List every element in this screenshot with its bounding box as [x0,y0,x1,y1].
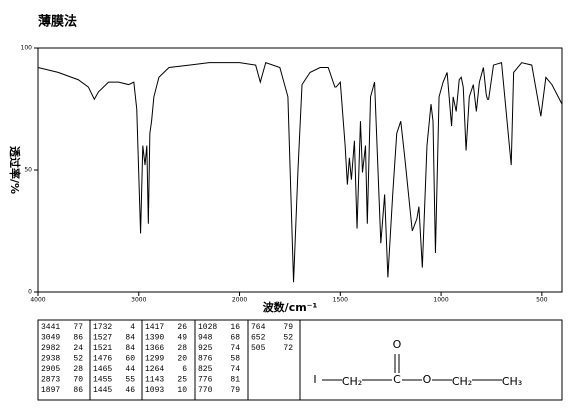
peak-wavenumber: 1732 [93,323,112,332]
y-tick-label: 0 [28,289,32,296]
x-tick-label: 4000 [30,297,45,304]
peak-wavenumber: 2905 [41,365,60,374]
x-axis-label: 波数/cm⁻¹ [263,300,318,314]
peak-transmittance: 28 [177,344,187,353]
structure-atom: CH₃ [502,375,522,388]
peak-transmittance: 49 [177,334,187,343]
table-dividers [89,320,301,400]
peak-transmittance: 10 [177,386,187,395]
peak-wavenumber: 1527 [93,334,112,343]
peak-transmittance: 20 [177,355,187,364]
peak-transmittance: 72 [283,344,293,353]
x-tick-label: 2000 [232,297,247,304]
peak-wavenumber: 825 [198,365,213,374]
peak-wavenumber: 1465 [93,365,112,374]
structure-atom: C [393,373,401,386]
peak-wavenumber: 2982 [41,344,60,353]
peak-transmittance: 46 [125,386,135,395]
x-tick-label: 1000 [433,297,448,304]
peak-wavenumber: 2938 [41,355,60,364]
peak-transmittance: 25 [177,376,187,385]
peak-wavenumber: 652 [251,334,266,343]
peak-wavenumber: 1476 [93,355,112,364]
chart-title: 薄膜法 [38,14,77,30]
peak-wavenumber: 1366 [145,344,164,353]
peak-transmittance: 84 [125,344,135,353]
peak-wavenumber: 3441 [41,323,60,332]
peak-wavenumber: 1897 [41,386,60,395]
peak-transmittance: 86 [73,334,83,343]
peak-wavenumber: 770 [198,386,213,395]
peak-transmittance: 6 [182,365,187,374]
peak-transmittance: 55 [125,376,135,385]
bonds [322,354,502,381]
peak-wavenumber: 1093 [145,386,164,395]
peak-transmittance: 74 [230,344,240,353]
peak-wavenumber: 1264 [145,365,164,374]
peak-wavenumber: 1390 [145,334,164,343]
peak-transmittance: 52 [283,334,293,343]
peak-wavenumber: 1143 [145,376,164,385]
peak-transmittance: 84 [125,334,135,343]
peak-transmittance: 52 [73,355,83,364]
peak-transmittance: 79 [230,386,240,395]
y-tick-label: 50 [24,167,32,174]
peak-transmittance: 4 [130,323,135,332]
peak-wavenumber: 948 [198,334,213,343]
peak-transmittance: 70 [73,376,83,385]
peak-wavenumber: 1521 [93,344,112,353]
peak-wavenumber: 1417 [145,323,164,332]
peak-wavenumber: 776 [198,376,213,385]
peak-wavenumber: 925 [198,344,213,353]
peak-wavenumber: 505 [251,344,266,353]
structure-atom: O [423,373,432,386]
structure-atom: I [313,373,316,386]
x-tick-label: 1500 [333,297,348,304]
structure-atom: CH₂ [342,375,362,388]
peak-wavenumber: 1299 [145,355,164,364]
peak-transmittance: 44 [125,365,135,374]
peak-transmittance: 16 [230,323,240,332]
structure-atom: CH₂ [452,375,472,388]
peak-transmittance: 26 [177,323,187,332]
peak-transmittance: 68 [230,334,240,343]
peak-transmittance: 60 [125,355,135,364]
peak-wavenumber: 1455 [93,376,112,385]
peak-transmittance: 86 [73,386,83,395]
peak-transmittance: 24 [73,344,83,353]
y-tick-label: 100 [21,45,33,52]
peak-transmittance: 58 [230,355,240,364]
peak-transmittance: 79 [283,323,293,332]
peak-wavenumber: 764 [251,323,266,332]
peak-wavenumber: 1445 [93,386,112,395]
x-tick-label: 500 [536,297,548,304]
peak-wavenumber: 2873 [41,376,60,385]
peak-transmittance: 81 [230,376,240,385]
peak-transmittance: 28 [73,365,83,374]
peak-wavenumber: 3049 [41,334,60,343]
structure-atom: O [393,338,402,351]
plot-frame [37,47,563,293]
peak-transmittance: 74 [230,365,240,374]
x-tick-label: 3000 [131,297,146,304]
spectrum-line [37,61,563,283]
peak-transmittance: 77 [73,323,83,332]
peak-wavenumber: 1028 [198,323,217,332]
y-axis-label: 透过率/% [8,146,22,194]
peak-wavenumber: 876 [198,355,213,364]
